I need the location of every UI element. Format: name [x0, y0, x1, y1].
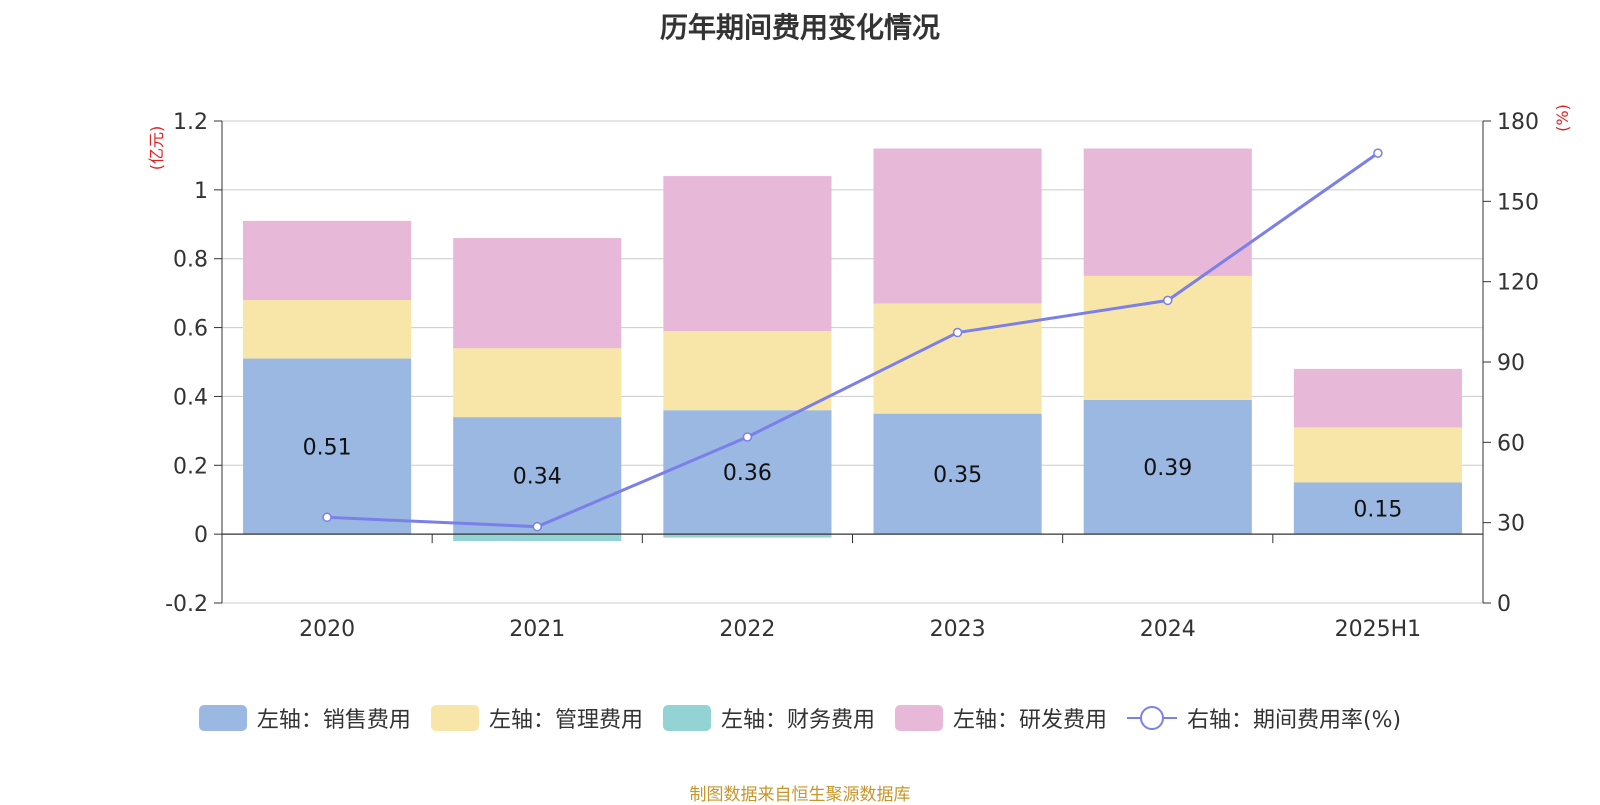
legend-label: 右轴：期间费用率(%)	[1186, 708, 1402, 733]
rate-point	[1163, 295, 1173, 306]
bar-segment-1	[1083, 399, 1252, 535]
legend-item[interactable]: 左轴：管理费用	[430, 702, 643, 734]
source-footer: 制图数据来自恒生聚源数据库	[689, 785, 911, 805]
right-axis-tick-label: 0	[1497, 592, 1511, 617]
x-axis-tick-label: 2020	[299, 617, 355, 642]
rate-point	[742, 432, 753, 442]
x-axis-tick-label: 2023	[930, 617, 986, 642]
left-axis-tick-label: 1.2	[173, 110, 208, 135]
data-label: 0.51	[303, 435, 352, 460]
bar-segment-4	[663, 176, 832, 332]
legend-label: 左轴：销售费用	[256, 708, 411, 733]
bar-series	[243, 148, 1462, 542]
left-axis-unit-label: (亿元)	[147, 126, 166, 171]
bar-segment-4	[243, 220, 412, 301]
data-label: 0.15	[1353, 497, 1402, 522]
bar-segment-2	[1083, 275, 1252, 400]
bar-segment-4	[1293, 368, 1462, 428]
x-axis-tick-label: 2025H1	[1335, 617, 1422, 642]
data-label: 0.36	[723, 461, 772, 486]
bar-segment-3	[453, 534, 622, 542]
bar-segment-1	[663, 410, 832, 535]
bar-segment-2	[1293, 427, 1462, 483]
legend-swatch	[894, 705, 943, 731]
legend-swatch	[430, 705, 479, 731]
x-axis-tick-label: 2021	[509, 617, 565, 642]
bar-segment-1	[873, 413, 1042, 535]
left-axis-tick-label: 0.8	[173, 248, 208, 273]
bar-segment-1	[453, 417, 622, 535]
bar-segment-4	[1083, 148, 1252, 276]
left-axis-tick-label: 0.6	[173, 317, 208, 342]
legend-swatch	[662, 705, 711, 731]
bar-segment-4	[453, 238, 622, 349]
line-series	[322, 148, 1383, 532]
axes: -0.2 0 0.2 0.4 0.6 0.8 1 1.2 0 30 60 90 120 150 180 202…	[165, 110, 1539, 642]
rate-line	[327, 151, 1379, 529]
right-axis-tick-label: 120	[1497, 271, 1539, 296]
rate-point	[952, 327, 963, 338]
bar-segment-1	[1293, 482, 1462, 535]
legend-item[interactable]: 左轴：研发费用	[894, 702, 1107, 734]
left-axis-tick-label: 0.2	[173, 454, 208, 479]
chart-title: 历年期间费用变化情况	[659, 11, 940, 44]
legend-label: 左轴：管理费用	[488, 708, 643, 733]
left-axis-tick-label: 1	[194, 179, 208, 204]
rate-point	[532, 521, 542, 532]
legend-item[interactable]: 右轴：期间费用率(%)	[1126, 702, 1402, 734]
data-labels: 0.51 0.34 0.36 0.35 0.39 0.15	[303, 435, 1403, 522]
legend-item[interactable]: 左轴：财务费用	[662, 702, 875, 734]
x-axis-tick-label: 2024	[1140, 617, 1196, 642]
legend: 左轴：销售费用 左轴：管理费用 左轴：财务费用 左轴：研发费用 右轴：期间费用率(%)	[0, 702, 1600, 734]
bar-segment-3	[663, 534, 832, 538]
bar-segment-2	[453, 348, 622, 418]
bar-segment-1	[243, 358, 412, 535]
bar-segment-2	[873, 303, 1042, 414]
right-axis-unit-label: (%)	[1553, 104, 1572, 132]
legend-swatch	[198, 705, 247, 731]
data-label: 0.39	[1143, 456, 1192, 481]
right-axis-tick-label: 60	[1497, 431, 1525, 456]
right-axis-tick-label: 180	[1497, 110, 1539, 135]
right-axis-tick-label: 150	[1497, 190, 1539, 215]
legend-label: 左轴：研发费用	[952, 708, 1107, 733]
rate-point	[322, 512, 332, 523]
bar-segment-2	[663, 331, 832, 411]
bar-segment-4	[873, 148, 1042, 304]
rate-point	[1373, 148, 1383, 158]
left-axis-tick-label: 0.4	[173, 385, 208, 410]
legend-line-marker	[1126, 705, 1177, 731]
left-axis-tick-label: 0	[194, 523, 208, 548]
data-label: 0.35	[933, 463, 982, 488]
grid-lines	[222, 120, 1483, 604]
data-label: 0.34	[513, 465, 562, 490]
legend-label: 左轴：财务费用	[720, 708, 875, 733]
right-axis-tick-label: 90	[1497, 351, 1525, 376]
right-axis-tick-label: 30	[1497, 512, 1525, 537]
legend-item[interactable]: 左轴：销售费用	[198, 702, 411, 734]
bar-segment-2	[243, 300, 412, 359]
left-axis-tick-label: -0.2	[165, 592, 208, 617]
x-axis-tick-label: 2022	[719, 617, 775, 642]
